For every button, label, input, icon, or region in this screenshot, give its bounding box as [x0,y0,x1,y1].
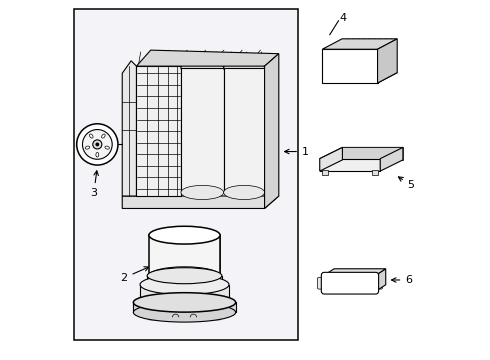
Circle shape [77,124,118,165]
Ellipse shape [133,303,236,322]
Polygon shape [322,49,378,83]
Polygon shape [322,73,397,83]
Text: 4: 4 [339,13,346,23]
Text: 6: 6 [392,275,412,285]
Polygon shape [378,39,397,83]
Ellipse shape [149,226,220,244]
Ellipse shape [181,185,223,199]
Bar [181,68,223,193]
Ellipse shape [105,146,109,149]
Ellipse shape [85,146,90,149]
Bar [372,170,378,175]
Polygon shape [122,196,279,208]
FancyBboxPatch shape [179,311,190,320]
Polygon shape [380,148,403,171]
Ellipse shape [140,292,229,312]
Ellipse shape [140,275,229,294]
Ellipse shape [147,276,222,293]
Polygon shape [324,269,386,275]
Bar [223,68,265,193]
Polygon shape [265,54,279,208]
Text: 5: 5 [398,177,415,190]
Text: 2: 2 [121,267,149,283]
Polygon shape [343,148,403,160]
Polygon shape [319,159,380,171]
Circle shape [96,143,98,146]
Ellipse shape [223,185,265,199]
FancyBboxPatch shape [148,311,159,320]
Ellipse shape [147,268,222,284]
Bar [140,285,229,302]
Ellipse shape [149,267,220,285]
Polygon shape [376,269,386,291]
Polygon shape [137,50,279,66]
Polygon shape [137,66,181,196]
Bar [149,235,220,276]
Ellipse shape [181,61,223,75]
Bar [133,302,236,312]
Polygon shape [319,148,343,171]
Text: 1: 1 [285,147,309,157]
Ellipse shape [96,153,99,157]
Text: 3: 3 [90,171,98,198]
Ellipse shape [90,134,93,138]
FancyBboxPatch shape [321,272,379,294]
Polygon shape [319,148,403,159]
Polygon shape [122,61,137,196]
Bar [322,170,328,175]
Ellipse shape [101,134,105,138]
Ellipse shape [223,61,265,75]
Bar [74,9,298,340]
FancyBboxPatch shape [210,311,220,320]
Bar [147,276,222,285]
Circle shape [82,130,112,159]
Circle shape [93,140,102,149]
Ellipse shape [133,293,236,312]
FancyBboxPatch shape [318,277,325,289]
Polygon shape [322,39,397,49]
FancyBboxPatch shape [375,277,383,289]
